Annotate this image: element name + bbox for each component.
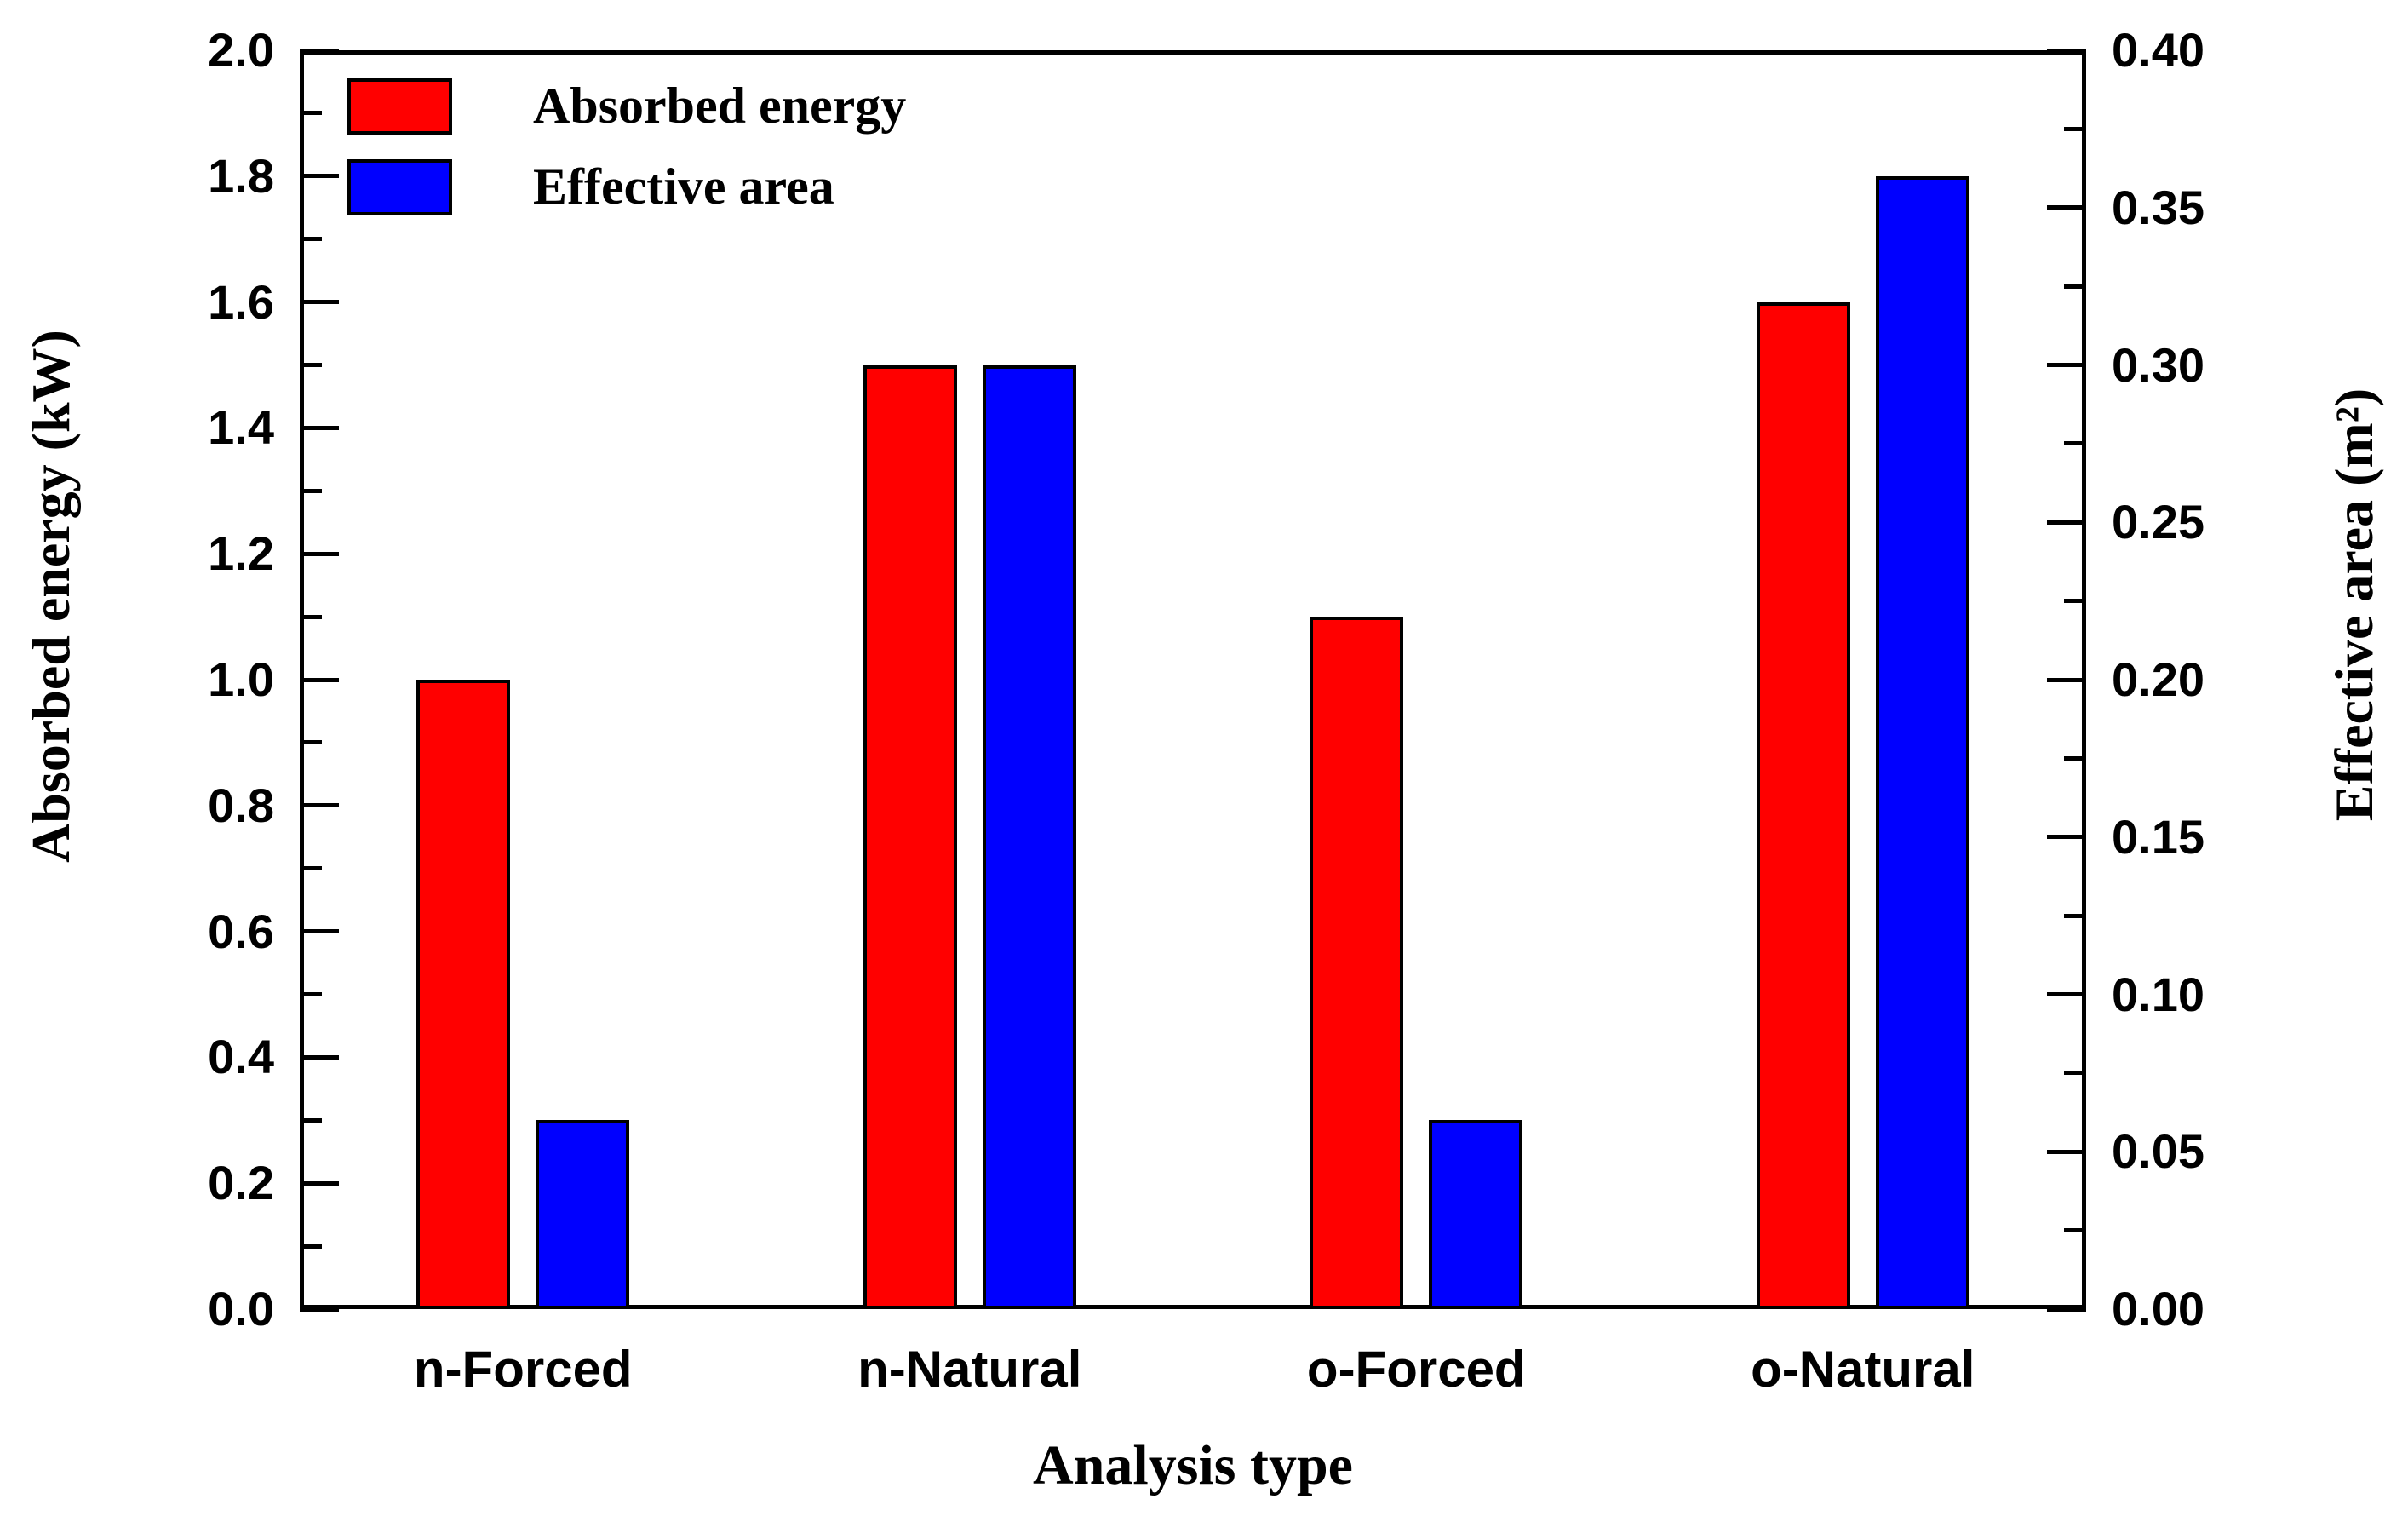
- legend-label-effective-area: Effective area: [533, 158, 834, 215]
- left-axis-minor-tick: [300, 992, 322, 996]
- left-axis-major-tick: [300, 48, 339, 53]
- right-axis-tick-label: 0.05: [2112, 1124, 2204, 1179]
- left-axis-major-tick: [300, 929, 339, 934]
- left-axis-major-tick: [300, 1180, 339, 1186]
- bar-effective-area-o-Forced: [1429, 1120, 1523, 1309]
- right-axis-major-tick: [2047, 1307, 2086, 1312]
- x-axis-category-label: o-Natural: [1751, 1341, 1975, 1398]
- right-axis-minor-tick: [2064, 755, 2086, 761]
- left-axis-major-tick: [300, 1307, 339, 1312]
- left-axis-minor-tick: [300, 237, 322, 242]
- right-axis-major-tick: [2047, 835, 2086, 840]
- right-axis-minor-tick: [2064, 441, 2086, 446]
- right-axis-major-tick: [2047, 363, 2086, 367]
- legend-swatch-absorbed-energy: [347, 78, 452, 135]
- bar-absorbed-energy-n-Forced: [416, 680, 511, 1309]
- left-axis-minor-tick: [300, 866, 322, 871]
- legend-row-absorbed-energy: Absorbed energy: [347, 77, 906, 135]
- right-axis-tick-label: 0.30: [2112, 337, 2204, 392]
- legend-swatch-effective-area: [347, 158, 452, 215]
- right-axis-minor-tick: [2064, 599, 2086, 604]
- legend-row-effective-area: Effective area: [347, 158, 906, 216]
- right-axis-minor-tick: [2064, 126, 2086, 131]
- left-axis-major-tick: [300, 803, 339, 808]
- bar-absorbed-energy-o-Natural: [1756, 302, 1850, 1309]
- right-axis-tick-label: 0.35: [2112, 180, 2204, 234]
- left-axis-major-tick: [300, 300, 339, 305]
- right-axis-major-tick: [2047, 520, 2086, 525]
- right-axis-minor-tick: [2064, 1228, 2086, 1233]
- right-axis-tick-label: 0.40: [2112, 23, 2204, 77]
- right-axis-tick-label: 0.25: [2112, 495, 2204, 549]
- x-axis-category-label: n-Natural: [857, 1341, 1082, 1398]
- left-axis-tick-label: 0.2: [208, 1156, 274, 1210]
- left-axis-tick-label: 1.2: [208, 526, 274, 581]
- bar-absorbed-energy-o-Forced: [1310, 617, 1404, 1309]
- right-axis-major-tick: [2047, 205, 2086, 210]
- left-axis-tick-label: 1.4: [208, 400, 274, 455]
- right-axis-tick-label: 0.20: [2112, 652, 2204, 706]
- bar-effective-area-o-Natural: [1875, 175, 1969, 1309]
- right-axis-major-tick: [2047, 992, 2086, 996]
- right-axis-tick-label: 0.15: [2112, 809, 2204, 864]
- x-axis-category-label: o-Forced: [1306, 1341, 1526, 1398]
- left-axis-tick-label: 1.8: [208, 148, 274, 203]
- legend-label-absorbed-energy: Absorbed energy: [533, 78, 907, 134]
- left-axis-major-tick: [300, 677, 339, 682]
- legend: Absorbed energy Effective area: [347, 77, 906, 238]
- right-axis-tick-label: 0.10: [2112, 967, 2204, 1021]
- right-axis-major-tick: [2047, 1149, 2086, 1154]
- left-axis-tick-label: 1.0: [208, 652, 274, 706]
- right-axis-minor-tick: [2064, 284, 2086, 289]
- right-axis-major-tick: [2047, 677, 2086, 682]
- x-axis-category-label: n-Forced: [413, 1341, 633, 1398]
- left-axis-major-tick: [300, 1054, 339, 1060]
- left-axis-minor-tick: [300, 488, 322, 493]
- left-axis-major-tick: [300, 551, 339, 556]
- bar-effective-area-n-Natural: [982, 365, 1076, 1309]
- right-axis-minor-tick: [2064, 1071, 2086, 1076]
- left-axis-minor-tick: [300, 740, 322, 745]
- left-axis-major-tick: [300, 425, 339, 430]
- right-axis-title: Effective area (m²): [2324, 388, 2384, 822]
- left-axis-tick-label: 0.0: [208, 1282, 274, 1335]
- left-axis-minor-tick: [300, 1243, 322, 1249]
- right-axis-minor-tick: [2064, 913, 2086, 918]
- bar-absorbed-energy-n-Natural: [863, 365, 957, 1309]
- left-axis-minor-tick: [300, 111, 322, 116]
- x-axis-title: Analysis type: [1033, 1434, 1353, 1496]
- right-axis-tick-label: 0.00: [2112, 1282, 2204, 1335]
- left-axis-minor-tick: [300, 1117, 322, 1123]
- left-axis-minor-tick: [300, 363, 322, 367]
- bar-effective-area-n-Forced: [536, 1120, 630, 1309]
- left-axis-tick-label: 0.8: [208, 778, 274, 832]
- left-axis-tick-label: 0.4: [208, 1030, 274, 1084]
- left-axis-tick-label: 1.6: [208, 274, 274, 329]
- left-axis-minor-tick: [300, 614, 322, 619]
- left-axis-tick-label: 0.6: [208, 904, 274, 958]
- left-axis-tick-label: 2.0: [208, 23, 274, 77]
- left-axis-major-tick: [300, 174, 339, 179]
- right-axis-major-tick: [2047, 48, 2086, 53]
